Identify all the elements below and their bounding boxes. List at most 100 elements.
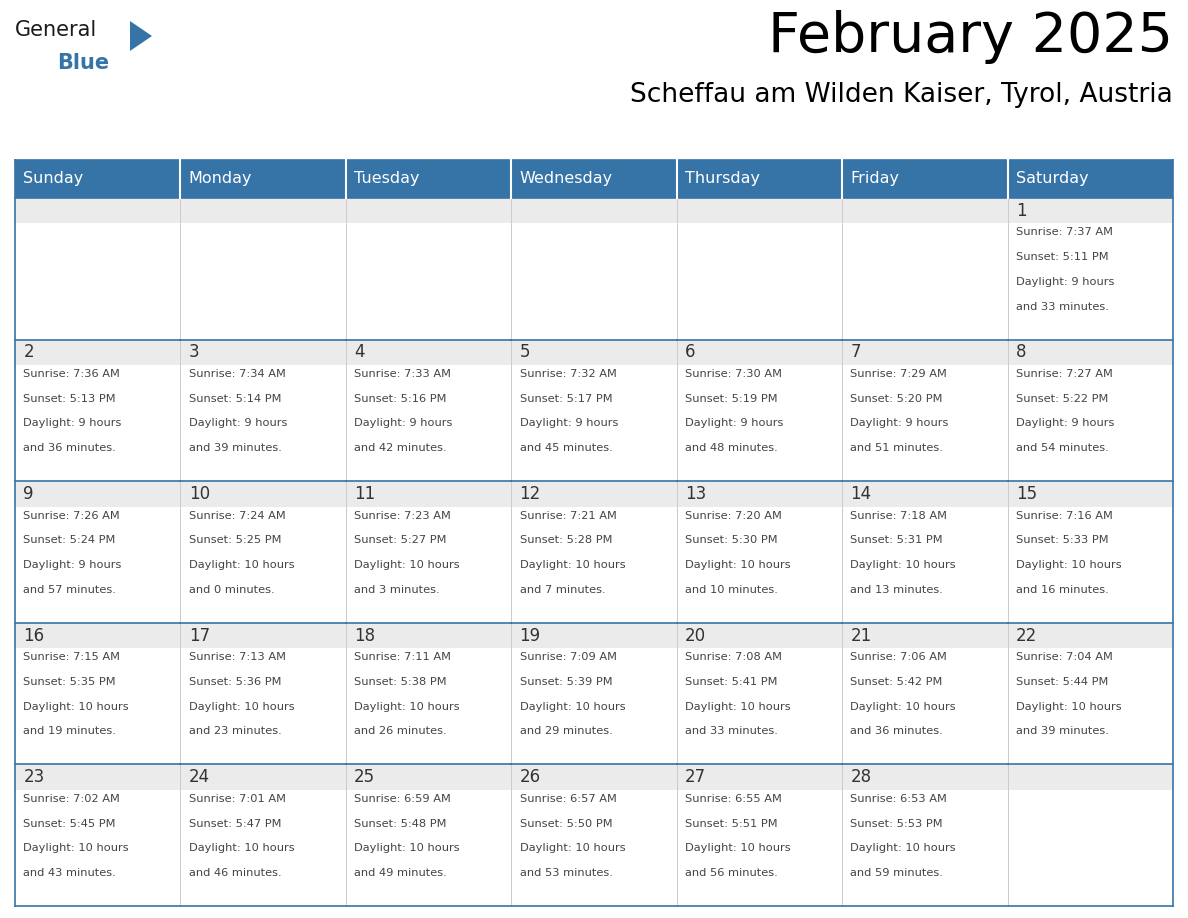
Text: Tuesday: Tuesday [354,172,419,186]
Text: Sunset: 5:22 PM: Sunset: 5:22 PM [1016,394,1108,404]
Bar [181,198,346,223]
Bar [677,765,842,789]
Bar [346,622,511,648]
Text: Daylight: 9 hours: Daylight: 9 hours [189,419,287,429]
Bar [346,365,511,481]
Bar [511,160,677,198]
Text: and 3 minutes.: and 3 minutes. [354,585,440,595]
Text: Daylight: 10 hours: Daylight: 10 hours [685,844,790,853]
Bar [181,789,346,906]
Text: Sunset: 5:35 PM: Sunset: 5:35 PM [24,677,116,687]
Bar [511,507,677,622]
Bar [15,765,181,789]
Text: Daylight: 9 hours: Daylight: 9 hours [24,419,121,429]
Text: and 19 minutes.: and 19 minutes. [24,726,116,736]
Bar [15,198,181,223]
Bar [1007,765,1173,789]
Text: and 26 minutes.: and 26 minutes. [354,726,447,736]
Text: 16: 16 [24,627,44,644]
Bar [1007,365,1173,481]
Bar [511,198,677,223]
Text: Daylight: 10 hours: Daylight: 10 hours [24,701,128,711]
Text: 11: 11 [354,485,375,503]
Text: 15: 15 [1016,485,1037,503]
Text: Sunset: 5:41 PM: Sunset: 5:41 PM [685,677,777,687]
Bar [677,622,842,648]
Bar [1007,648,1173,765]
Bar [842,160,1007,198]
Text: Sunset: 5:45 PM: Sunset: 5:45 PM [24,819,115,829]
Bar [511,765,677,789]
Text: Sunset: 5:39 PM: Sunset: 5:39 PM [519,677,612,687]
Text: and 36 minutes.: and 36 minutes. [851,726,943,736]
Text: Sunset: 5:19 PM: Sunset: 5:19 PM [685,394,778,404]
Text: Daylight: 9 hours: Daylight: 9 hours [851,419,949,429]
Text: Sunrise: 6:55 AM: Sunrise: 6:55 AM [685,794,782,804]
Text: and 39 minutes.: and 39 minutes. [1016,726,1108,736]
Text: Sunset: 5:24 PM: Sunset: 5:24 PM [24,535,115,545]
Bar [677,160,842,198]
Bar [15,789,181,906]
Text: Sunrise: 7:20 AM: Sunrise: 7:20 AM [685,510,782,521]
Bar [181,622,346,648]
Text: 17: 17 [189,627,210,644]
Bar [842,622,1007,648]
Bar [346,789,511,906]
Bar [677,481,842,507]
Text: Sunrise: 7:26 AM: Sunrise: 7:26 AM [24,510,120,521]
Bar [511,789,677,906]
Text: Sunset: 5:14 PM: Sunset: 5:14 PM [189,394,282,404]
Text: Monday: Monday [189,172,252,186]
Text: Sunrise: 6:53 AM: Sunrise: 6:53 AM [851,794,947,804]
Bar [677,507,842,622]
Text: Sunset: 5:17 PM: Sunset: 5:17 PM [519,394,612,404]
Bar [181,648,346,765]
Text: 24: 24 [189,768,210,786]
Text: Sunrise: 7:33 AM: Sunrise: 7:33 AM [354,369,451,379]
Text: 4: 4 [354,343,365,362]
Bar [1007,622,1173,648]
Bar [842,507,1007,622]
Text: Sunset: 5:33 PM: Sunset: 5:33 PM [1016,535,1108,545]
Text: 5: 5 [519,343,530,362]
Bar [181,507,346,622]
Text: Sunset: 5:38 PM: Sunset: 5:38 PM [354,677,447,687]
Text: Scheffau am Wilden Kaiser, Tyrol, Austria: Scheffau am Wilden Kaiser, Tyrol, Austri… [631,82,1173,108]
Text: Sunrise: 7:29 AM: Sunrise: 7:29 AM [851,369,947,379]
Bar [1007,198,1173,223]
Text: and 13 minutes.: and 13 minutes. [851,585,943,595]
Bar [511,223,677,340]
Text: 1: 1 [1016,202,1026,219]
Text: Sunset: 5:36 PM: Sunset: 5:36 PM [189,677,282,687]
Text: Sunrise: 7:18 AM: Sunrise: 7:18 AM [851,510,947,521]
Text: Saturday: Saturday [1016,172,1088,186]
Text: Sunset: 5:47 PM: Sunset: 5:47 PM [189,819,282,829]
Text: and 48 minutes.: and 48 minutes. [685,443,778,453]
Text: Sunset: 5:27 PM: Sunset: 5:27 PM [354,535,447,545]
Text: 22: 22 [1016,627,1037,644]
Text: and 36 minutes.: and 36 minutes. [24,443,116,453]
Text: Sunrise: 7:21 AM: Sunrise: 7:21 AM [519,510,617,521]
Text: Sunset: 5:28 PM: Sunset: 5:28 PM [519,535,612,545]
Text: Sunrise: 7:16 AM: Sunrise: 7:16 AM [1016,510,1113,521]
Bar [15,622,181,648]
Text: Friday: Friday [851,172,899,186]
Text: Sunset: 5:11 PM: Sunset: 5:11 PM [1016,252,1108,263]
Text: and 49 minutes.: and 49 minutes. [354,868,447,878]
Text: Daylight: 10 hours: Daylight: 10 hours [685,560,790,570]
Text: 12: 12 [519,485,541,503]
Text: Sunrise: 7:15 AM: Sunrise: 7:15 AM [24,653,120,662]
Text: Daylight: 10 hours: Daylight: 10 hours [851,701,956,711]
Text: Daylight: 9 hours: Daylight: 9 hours [519,419,618,429]
Text: and 45 minutes.: and 45 minutes. [519,443,612,453]
Text: Daylight: 10 hours: Daylight: 10 hours [519,560,625,570]
Bar [511,340,677,365]
Bar [181,223,346,340]
Bar [842,340,1007,365]
Bar [1007,507,1173,622]
Bar [677,648,842,765]
Bar [15,365,181,481]
Text: Sunrise: 7:09 AM: Sunrise: 7:09 AM [519,653,617,662]
Bar [181,365,346,481]
Bar [842,223,1007,340]
